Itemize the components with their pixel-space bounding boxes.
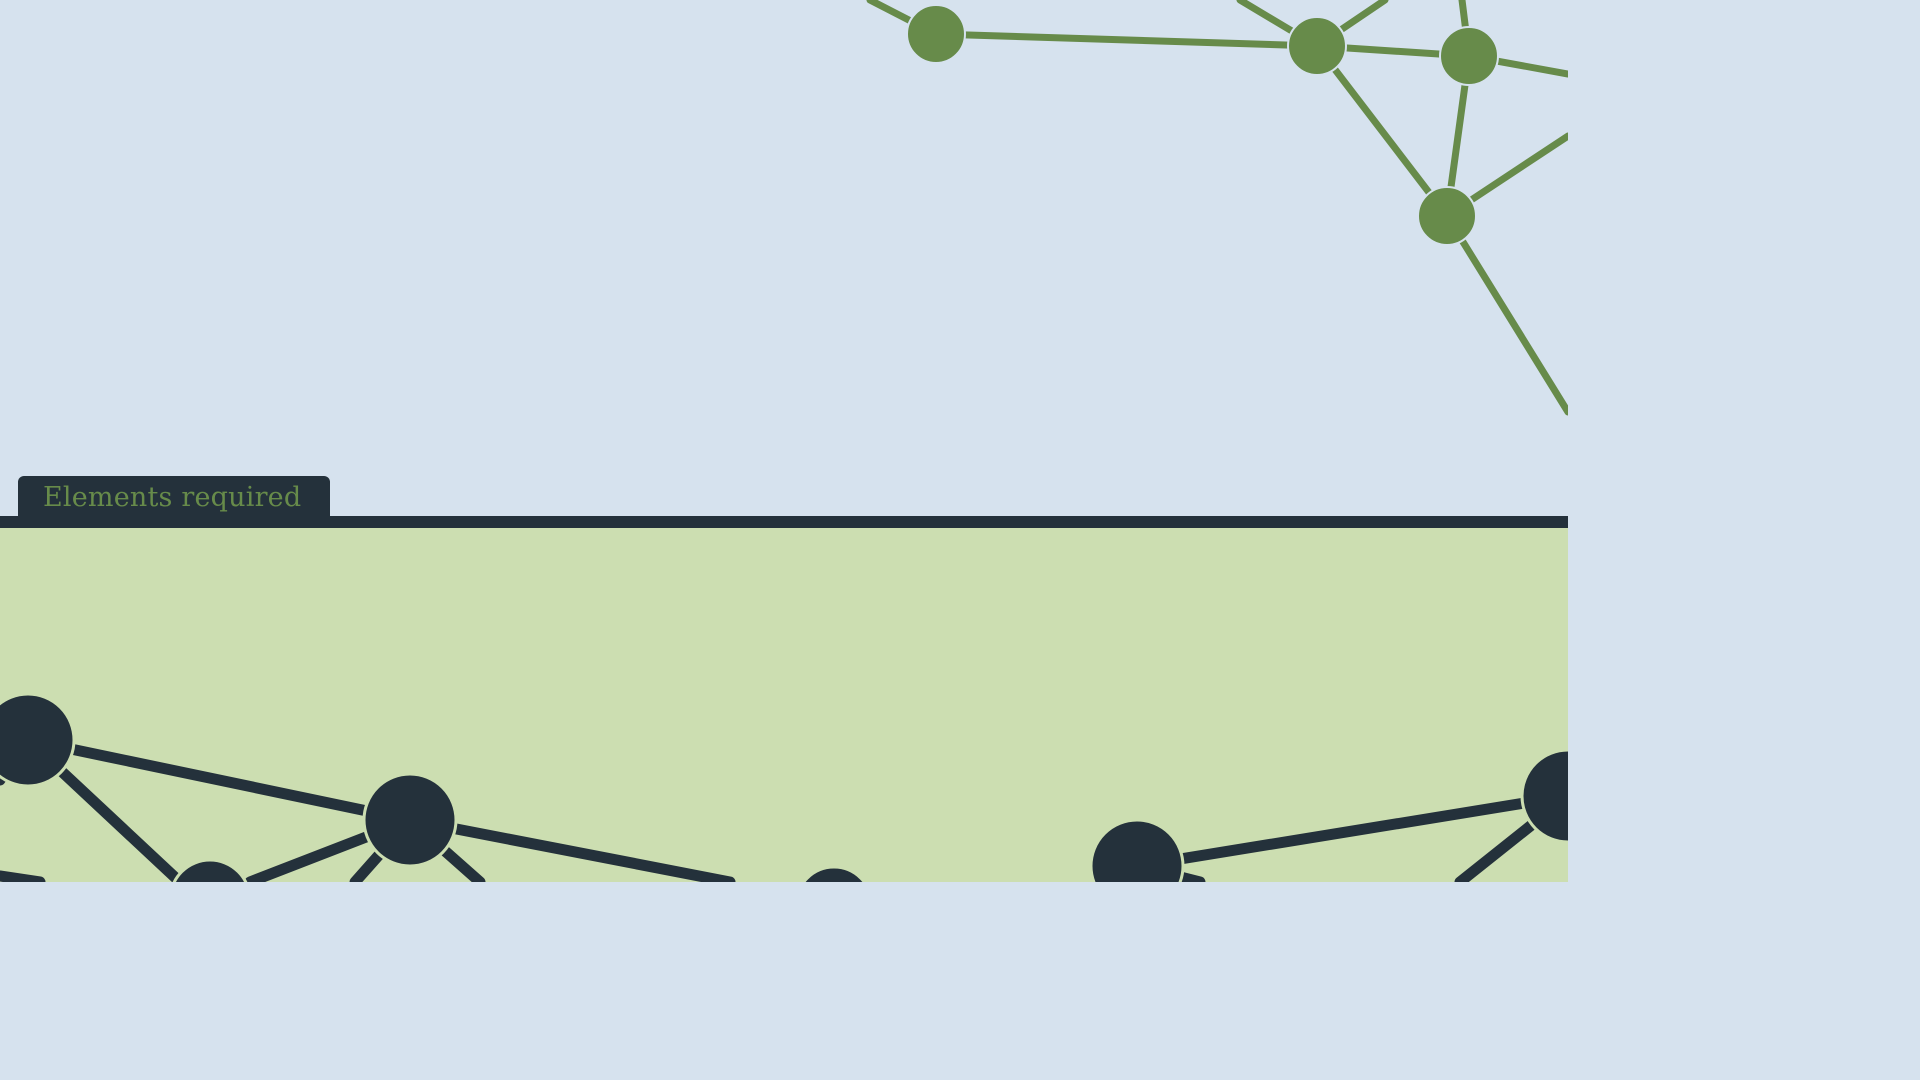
section-divider [0, 516, 1568, 528]
section-tab-label: Elements required [43, 482, 302, 513]
network-graph-bottom-icon [0, 692, 1568, 882]
bottom-panel [0, 521, 1568, 882]
section-tab: Elements required [18, 476, 330, 524]
top-panel [0, 0, 1568, 521]
slide-canvas: Elements required [0, 0, 1568, 882]
network-graph-top-icon [866, 0, 1568, 416]
